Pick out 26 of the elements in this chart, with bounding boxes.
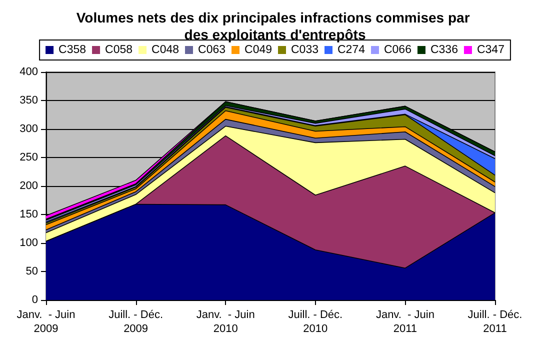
legend-label: C358 bbox=[58, 44, 86, 56]
y-tick-label: 0 bbox=[32, 294, 38, 306]
y-tick-label: 150 bbox=[20, 208, 38, 220]
x-tick-label: Janv. - Juin 2011 bbox=[376, 309, 434, 335]
y-tick-label: 200 bbox=[20, 180, 38, 192]
y-tick-label: 400 bbox=[20, 66, 38, 78]
legend-label: C274 bbox=[337, 44, 366, 56]
y-tick-label: 350 bbox=[20, 94, 38, 106]
y-tick-label: 100 bbox=[20, 237, 38, 249]
legend-label: C033 bbox=[291, 44, 318, 56]
legend-label: C063 bbox=[198, 44, 226, 56]
y-tick-label: 50 bbox=[26, 266, 38, 278]
legend-label: C066 bbox=[384, 44, 412, 56]
y-tick-label: 250 bbox=[20, 152, 38, 164]
x-tick-label: Juill. - Déc. 2009 bbox=[108, 309, 164, 335]
y-tick-label: 300 bbox=[20, 123, 38, 135]
x-tick-label: Juill. - Déc. 2011 bbox=[468, 309, 522, 335]
legend-label: C336 bbox=[430, 44, 458, 56]
legend-label: C347 bbox=[476, 44, 504, 56]
x-tick-label: Janv. - Juin 2009 bbox=[16, 309, 76, 335]
legend-label: C049 bbox=[244, 44, 272, 56]
x-tick-label: Janv. - Juin 2010 bbox=[196, 309, 255, 335]
chart-title: Volumes nets des dix principales infractions commises par des exploitants d'entrepôts bbox=[76, 10, 474, 42]
legend-label: C058 bbox=[105, 44, 133, 56]
x-tick-label: Juill. - Déc. 2010 bbox=[288, 309, 343, 335]
legend-label: C048 bbox=[152, 44, 180, 56]
